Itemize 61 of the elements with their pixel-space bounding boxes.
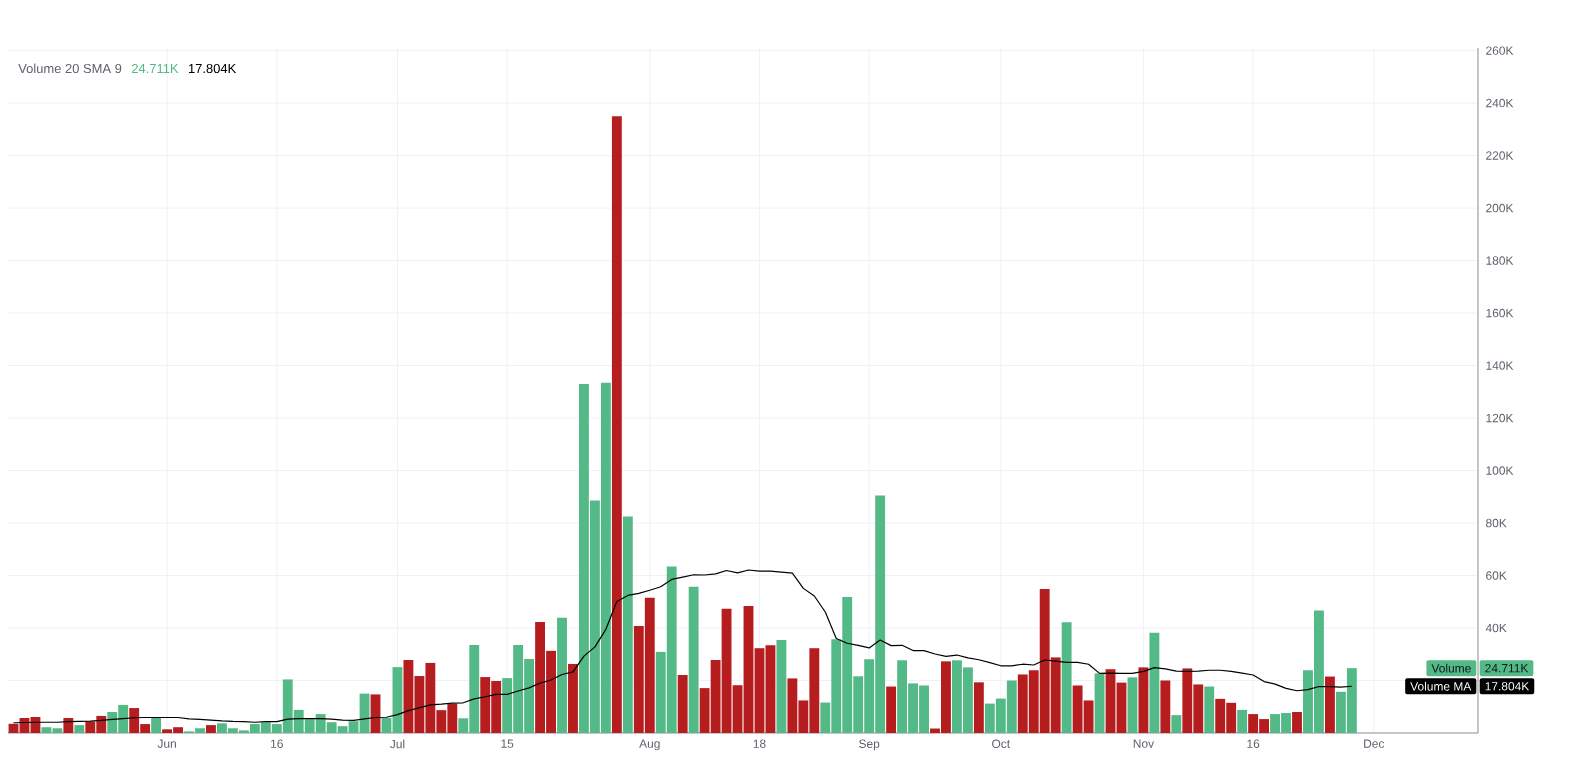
bar [611,116,622,733]
x-tick-label: 16 [271,739,283,748]
bar [1105,669,1116,733]
bar [622,516,633,733]
y-tick-label: 80K [1486,518,1507,528]
bar [886,686,897,733]
bar [568,663,578,733]
x-tick-label: Sep [859,739,880,751]
x-tick-label: 18 [753,739,766,748]
bar [1171,715,1182,733]
y-tick-label: 60K [1486,571,1507,580]
bar [1324,676,1335,733]
bar [1116,682,1127,733]
x-tick-label: 15 [501,739,514,748]
y-tick-label: 260K [1486,46,1514,55]
x-tick-label: Jun [157,739,176,748]
x-tick-label: Oct [992,739,1011,748]
bar [732,685,743,733]
bar [1160,680,1171,733]
x-tick-label: Dec [1364,739,1385,748]
bar [677,674,688,733]
bar [688,586,699,733]
legend-label: Volume [1431,663,1471,673]
x-tick-label: 16 [1247,739,1260,748]
bar [765,645,776,733]
y-tick-label: 180K [1486,256,1514,265]
x-tick-label: Aug [639,739,660,751]
y-tick-label: 100K [1486,466,1514,475]
bar [151,718,162,733]
bar [63,718,74,733]
bar [1138,667,1149,733]
legend-label: Volume MA [1410,681,1472,691]
bar [1149,632,1160,733]
bar [1292,711,1302,733]
bar [973,682,984,733]
y-tick-label: 200K [1486,203,1514,213]
text: 17.804K [1485,682,1530,691]
y-tick-label: 240K [1486,98,1514,108]
annotation: 17.804K [188,63,237,74]
y-tick-label: 120K [1486,413,1514,423]
y-tick-label: 140K [1486,361,1514,370]
x-tick-label: Nov [1133,739,1155,748]
bar [1094,673,1105,733]
bar [206,725,216,733]
bar [1061,622,1072,733]
y-tick-label: 40K [1485,623,1507,633]
text: Volume 20 SMA 9 [18,63,122,74]
text: 24.711K [1485,663,1529,673]
y-tick-label: 160K [1486,308,1514,318]
bar [1127,677,1138,733]
x-tick-label: Jul [390,739,405,749]
y-tick-label: 220K [1486,151,1514,160]
bar [381,718,392,733]
bar [776,640,787,733]
bar [754,648,765,733]
bar [74,725,85,733]
bar [743,605,754,733]
annotation: 24.711K [131,63,179,73]
bar [557,617,567,733]
bar [1204,686,1215,733]
bar [1237,709,1248,733]
